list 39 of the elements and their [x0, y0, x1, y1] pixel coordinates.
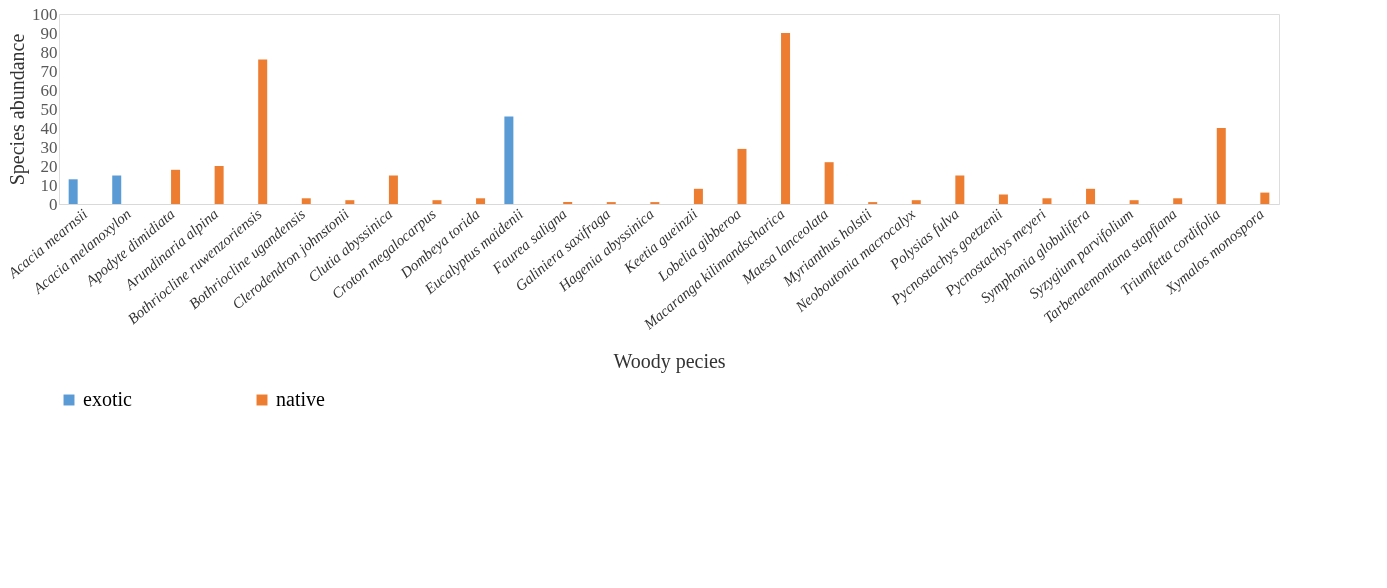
- bar: [345, 200, 355, 204]
- bar: [112, 175, 122, 204]
- y-tick-label: 20: [40, 156, 58, 176]
- bar: [911, 200, 921, 204]
- bar: [301, 198, 311, 204]
- y-tick-label: 40: [40, 118, 58, 138]
- bar: [998, 194, 1008, 204]
- bar: [504, 116, 514, 204]
- y-tick-label: 30: [40, 137, 58, 157]
- y-tick-label: 70: [40, 61, 58, 81]
- y-tick-label: 10: [40, 175, 58, 195]
- bar: [214, 166, 224, 204]
- bar: [1042, 198, 1052, 204]
- y-tick-label: 50: [40, 99, 58, 119]
- legend-label: exotic: [83, 388, 132, 410]
- bar: [693, 188, 703, 204]
- y-axis-title: Species abundance: [6, 33, 29, 186]
- bar: [388, 175, 398, 204]
- y-tick-label: 60: [40, 80, 58, 100]
- legend-label: native: [276, 388, 325, 410]
- y-tick-label: 80: [40, 42, 58, 62]
- bar: [476, 198, 486, 204]
- bar: [781, 33, 791, 204]
- bar: [68, 179, 78, 204]
- x-axis-title: Woody pecies: [613, 350, 726, 374]
- bar: [1216, 128, 1226, 204]
- y-tick-label: 0: [49, 194, 58, 214]
- bar: [258, 59, 268, 204]
- bar: [1129, 200, 1139, 204]
- bar: [432, 200, 442, 204]
- y-tick-label: 90: [40, 23, 58, 43]
- bar: [1086, 188, 1096, 204]
- bar: [955, 175, 965, 204]
- bar: [1260, 192, 1270, 204]
- bar: [1173, 198, 1183, 204]
- y-tick-label: 100: [32, 4, 58, 24]
- bar: [171, 169, 181, 204]
- bar: [824, 162, 834, 204]
- bar: [737, 148, 747, 204]
